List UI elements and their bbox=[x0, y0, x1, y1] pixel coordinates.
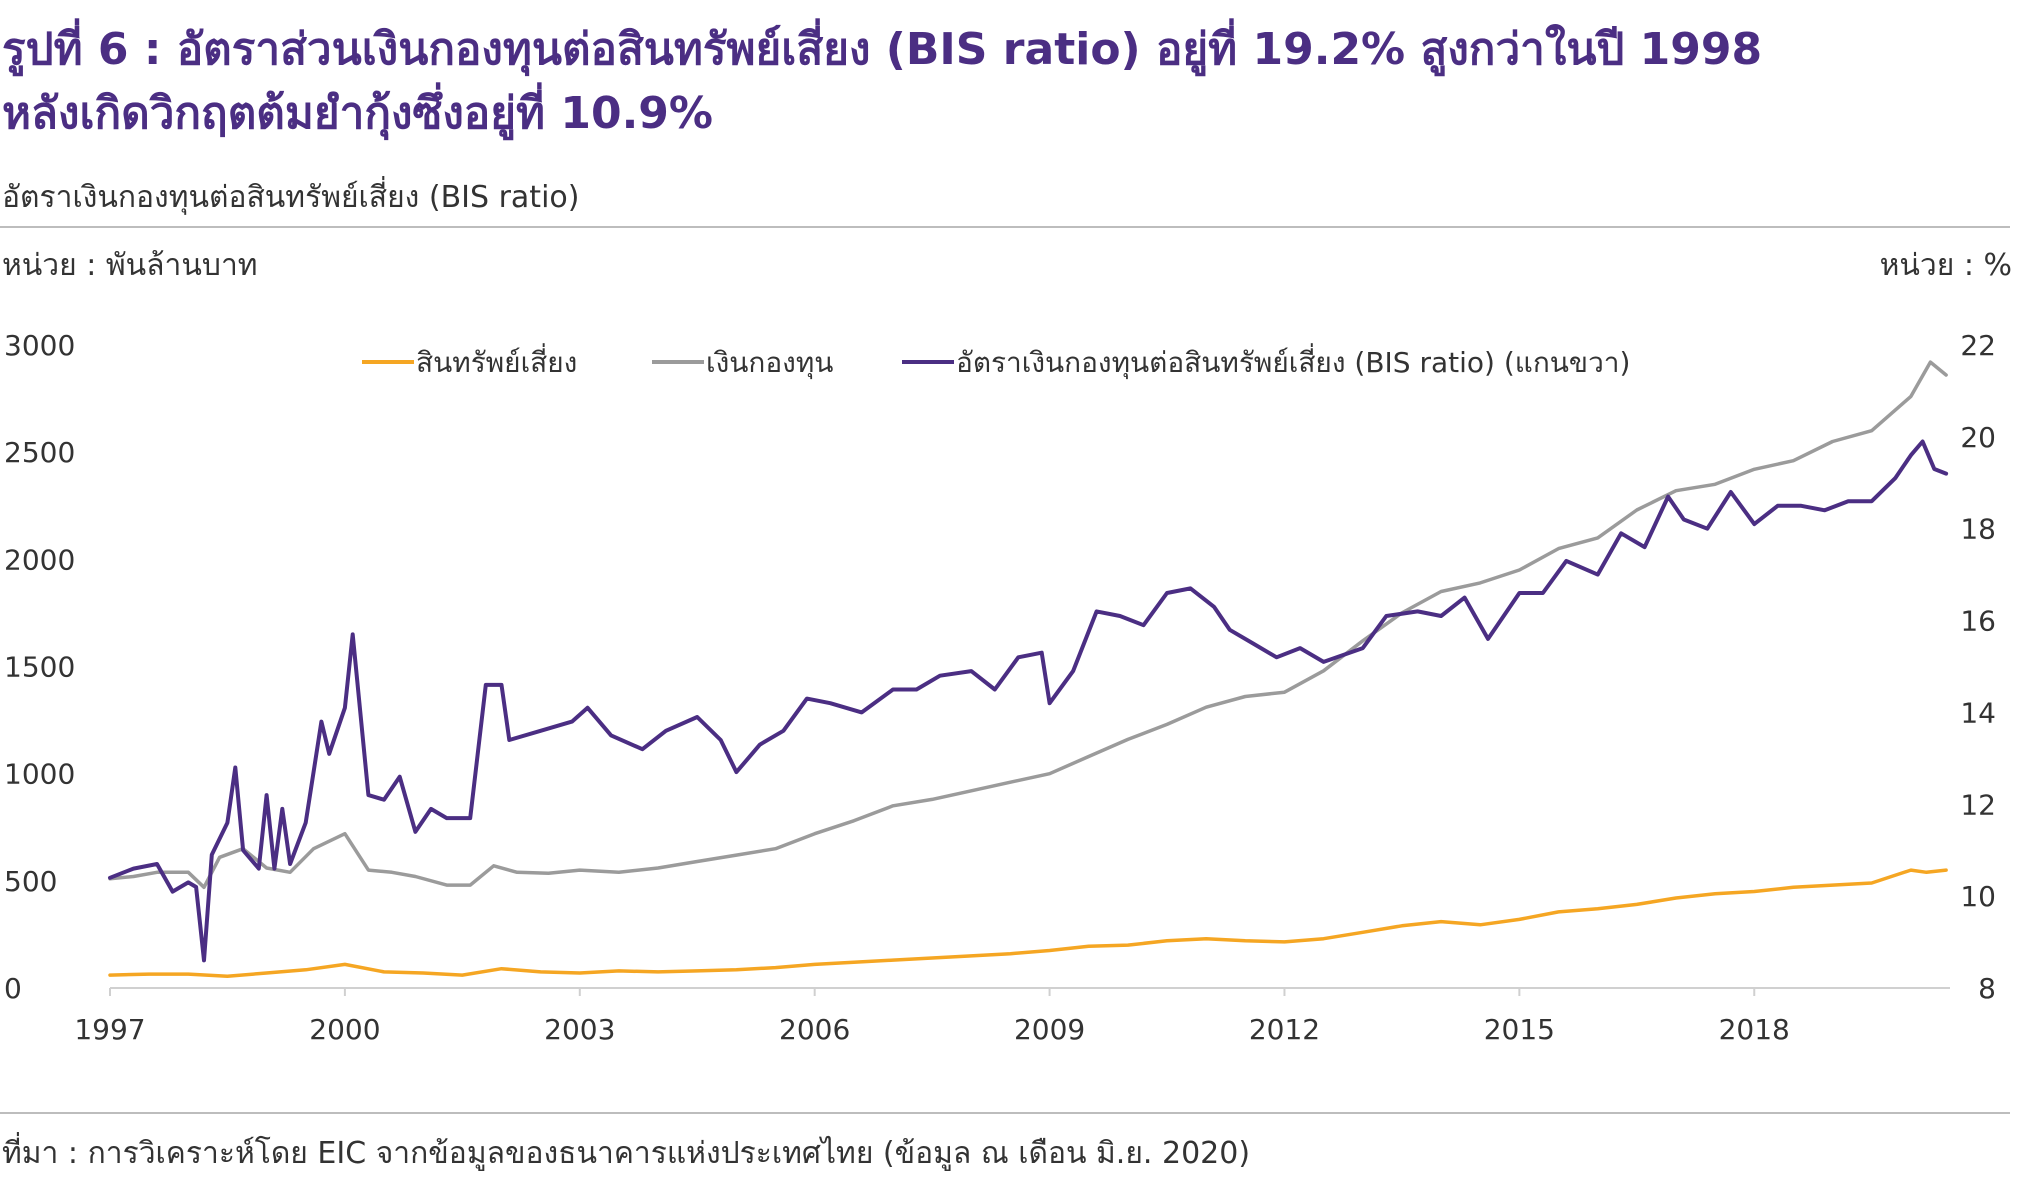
left-y-tick-label: 2000 bbox=[4, 543, 75, 576]
right-y-tick-label: 10 bbox=[1960, 880, 1996, 913]
left-y-tick-label: 500 bbox=[4, 865, 57, 898]
chart-title: รูปที่ 6 : อัตราส่วนเงินกองทุนต่อสินทรัพ… bbox=[2, 18, 2002, 146]
x-tick-label: 2000 bbox=[309, 1013, 380, 1046]
right-y-tick-label: 22 bbox=[1960, 329, 1996, 362]
x-tick-label: 2009 bbox=[1014, 1013, 1085, 1046]
left-y-tick-label: 3000 bbox=[4, 329, 75, 362]
series-line-3 bbox=[108, 439, 1949, 963]
chart-subtitle: อัตราเงินกองทุนต่อสินทรัพย์เสี่ยง (BIS r… bbox=[2, 180, 580, 215]
right-axis-unit: หน่วย : % bbox=[1879, 248, 2012, 283]
left-axis-unit: หน่วย : พันล้านบาท bbox=[2, 248, 258, 283]
right-y-tick-label: 8 bbox=[1978, 972, 1996, 1005]
source-note: ที่มา : การวิเคราะห์โดย EIC จากข้อมูลของ… bbox=[2, 1136, 1251, 1171]
right-y-tick-label: 20 bbox=[1960, 421, 1996, 454]
x-tick-label: 2003 bbox=[544, 1013, 615, 1046]
right-y-tick-label: 16 bbox=[1960, 605, 1996, 638]
x-tick-label: 2015 bbox=[1484, 1013, 1555, 1046]
legend-label-3: อัตราเงินกองทุนต่อสินทรัพย์เสี่ยง (BIS r… bbox=[956, 343, 1630, 380]
chart-legend: สินทรัพย์เสี่ยง เงินกองทุน อัตราเงินกองทุน… bbox=[362, 343, 1630, 380]
chart-title-line-1: รูปที่ 6 : อัตราส่วนเงินกองทุนต่อสินทรัพ… bbox=[2, 24, 1763, 75]
left-y-tick-label: 1000 bbox=[4, 758, 75, 791]
left-y-tick-label: 2500 bbox=[4, 436, 75, 469]
chart-axes: 1997 2000 2003 2006 2009 2012 2015 201805001000… bbox=[4, 329, 1996, 1046]
left-y-tick-label: 0 bbox=[4, 972, 22, 1005]
x-tick-label: 1997 bbox=[74, 1013, 145, 1046]
right-y-tick-label: 18 bbox=[1960, 513, 1996, 546]
chart-series bbox=[108, 360, 1949, 978]
series-line-2 bbox=[108, 360, 1948, 890]
x-tick-label: 2012 bbox=[1249, 1013, 1320, 1046]
bottom-divider bbox=[0, 1112, 2010, 1114]
legend-label-2: เงินกองทุน bbox=[706, 346, 833, 380]
legend-label-1: สินทรัพย์เสี่ยง bbox=[416, 343, 577, 379]
line-chart: สินทรัพย์เสี่ยง เงินกองทุน อัตราเงินกองทุน… bbox=[4, 329, 1996, 1046]
right-y-tick-label: 14 bbox=[1960, 696, 1996, 729]
series-line-1 bbox=[108, 868, 1948, 978]
right-y-tick-label: 12 bbox=[1960, 788, 1996, 821]
x-tick-label: 2018 bbox=[1719, 1013, 1790, 1046]
left-y-tick-label: 1500 bbox=[4, 651, 75, 684]
chart-title-line-2: หลังเกิดวิกฤตต้มยำกุ้งซึ่งอยู่ที่ 10.9% bbox=[2, 88, 713, 139]
x-tick-label: 2006 bbox=[779, 1013, 850, 1046]
top-divider bbox=[0, 226, 2010, 228]
